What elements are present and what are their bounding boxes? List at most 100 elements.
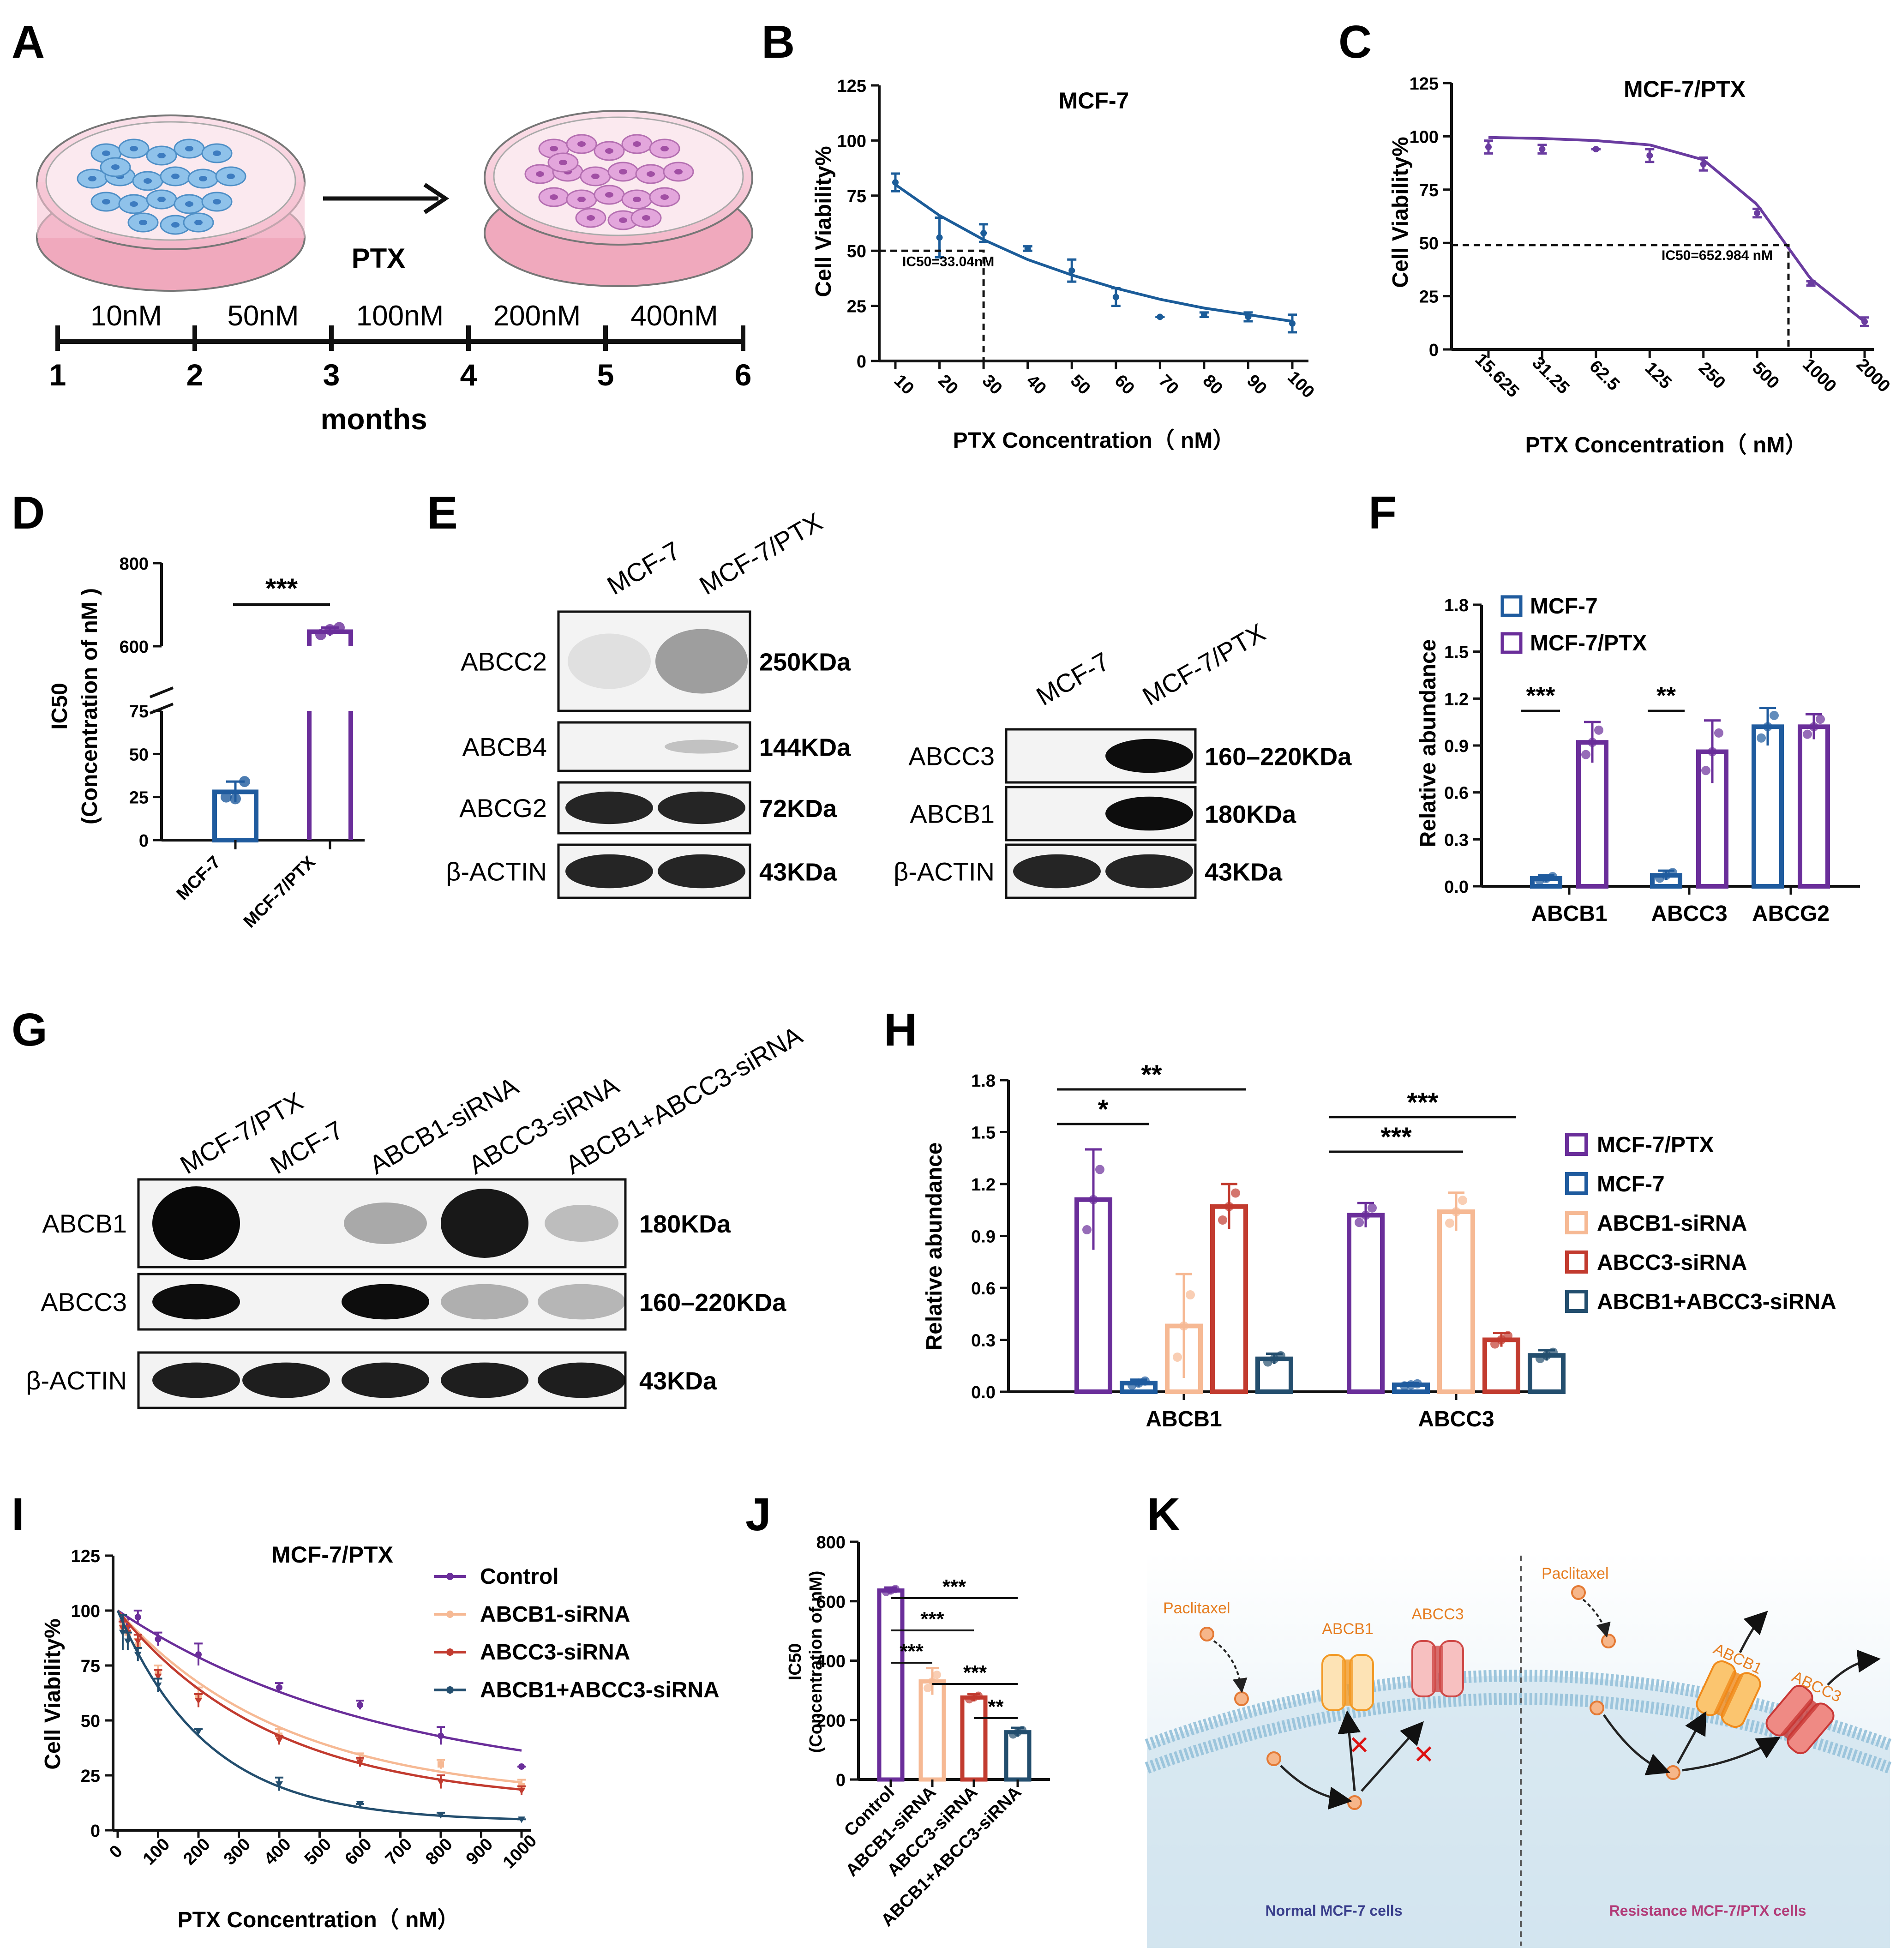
data-point — [1018, 1726, 1026, 1734]
x-tick-label: 700 — [382, 1834, 416, 1869]
abcb1-transporter-right — [1696, 1660, 1761, 1728]
data-point — [1757, 733, 1766, 743]
data-point — [1140, 1376, 1150, 1386]
y-axis-label: Cell Viability% — [41, 1618, 65, 1769]
cell-nucleus — [171, 222, 180, 228]
significance-mark: ** — [1141, 1060, 1162, 1090]
x-tick-label: 1000 — [1799, 355, 1840, 396]
data-point — [1763, 722, 1772, 732]
block-x-icon: ✕ — [1349, 1731, 1370, 1760]
cell-nucleus — [185, 201, 193, 207]
data-point — [518, 1763, 525, 1770]
cell-nucleus — [194, 220, 203, 225]
y-tick-label: 100 — [837, 132, 866, 151]
paclitaxel-molecule — [1571, 1585, 1586, 1600]
y-tick-label: 600 — [816, 1593, 846, 1612]
y-tick-label: 0.9 — [1444, 737, 1469, 756]
data-point — [134, 1638, 142, 1645]
data-point — [1068, 267, 1075, 274]
chart-d: 0 25 50 75 600 800 MCF-7 MCF-7/PTX *** IC50 (Conce… — [48, 554, 365, 932]
transporter-channel — [1432, 1646, 1443, 1692]
dose-label: 400nM — [630, 300, 718, 332]
x-tick-label: 1000 — [499, 1831, 540, 1872]
ic50-guide — [879, 249, 985, 361]
data-point — [892, 179, 899, 186]
y-tick-label: 125 — [1410, 74, 1439, 94]
fit-curve — [117, 1610, 522, 1791]
h-bar — [1347, 1213, 1385, 1394]
data-point — [1708, 747, 1717, 757]
cell-nucleus — [605, 192, 613, 198]
data-point — [1179, 1321, 1188, 1331]
h-bar — [1437, 1209, 1475, 1394]
lane-label: MCF-7 — [1032, 646, 1115, 711]
y-tick-label: 75 — [1419, 181, 1439, 200]
y-tick-label: 50 — [129, 745, 149, 764]
y-tick-label: 0 — [857, 352, 866, 372]
size-label: 43KDa — [639, 1367, 717, 1395]
cell-nucleus — [199, 176, 207, 181]
paclitaxel-molecule — [1347, 1795, 1362, 1810]
blot-strip — [557, 610, 751, 712]
y-tick-label: 50 — [1419, 234, 1439, 253]
y-tick-label: 1.2 — [971, 1175, 996, 1195]
blot-band — [665, 740, 738, 754]
blot-band — [152, 1284, 240, 1320]
y-tick-label: 0.6 — [1444, 784, 1469, 803]
y-tick-label: 0.3 — [1444, 830, 1469, 850]
data-point — [124, 1638, 132, 1645]
significance-mark: *** — [1526, 682, 1555, 709]
data-point — [437, 1779, 444, 1786]
y-axis-label: Relative abundance — [1416, 639, 1440, 848]
legend-label: Control — [480, 1564, 559, 1589]
diffusion-arrow — [1582, 1599, 1611, 1638]
flow-arrow — [1676, 1711, 1707, 1764]
cell-nucleus — [185, 146, 193, 151]
diffusion-arrow — [1213, 1640, 1248, 1693]
cell-nucleus — [577, 141, 586, 147]
significance-mark: *** — [920, 1608, 944, 1630]
h-bar — [1528, 1353, 1566, 1394]
cell-nucleus — [213, 199, 221, 204]
y-tick-label: 800 — [816, 1533, 846, 1552]
x-tick-label: 31.25 — [1528, 353, 1573, 398]
data-point — [1861, 318, 1868, 325]
x-axis-label: PTX Concentration（ nM） — [178, 1908, 460, 1932]
drug-label: Paclitaxel — [1542, 1565, 1609, 1582]
cells-blue — [77, 138, 246, 235]
blot-band — [538, 1284, 625, 1320]
x-tick-label: 2000 — [1853, 355, 1894, 396]
fit-curve — [1488, 136, 1866, 323]
legend-marker — [446, 1611, 454, 1618]
cell-nucleus — [139, 220, 147, 225]
data-point — [154, 1673, 162, 1680]
y-tick-label: 0 — [139, 831, 149, 851]
blot-band — [1105, 854, 1193, 889]
data-point — [276, 1684, 282, 1691]
panel-letter-k: K — [1147, 1489, 1180, 1540]
blot-band — [565, 854, 653, 889]
blot-band — [658, 791, 745, 824]
cell-nucleus — [227, 174, 235, 179]
lane-label: MCF-7/PTX — [1138, 618, 1270, 711]
data-point — [1809, 722, 1818, 732]
data-point — [980, 229, 987, 236]
data-point — [924, 1684, 932, 1693]
y-tick-label: 50 — [81, 1712, 100, 1731]
x-tick-label: 400 — [260, 1834, 295, 1869]
y-tick-label: 0.0 — [1444, 878, 1469, 897]
data-point — [1245, 313, 1252, 320]
data-point — [334, 622, 345, 633]
flow-arrow — [1280, 1765, 1352, 1810]
data-point — [1157, 313, 1164, 320]
y-tick-label: 400 — [816, 1652, 846, 1671]
legend-swatch — [1565, 1211, 1588, 1234]
x-tick-label: MCF-7/PTX — [240, 852, 319, 932]
x-tick-label: 40 — [1022, 371, 1050, 399]
data-point — [1218, 1215, 1227, 1225]
timeline-tick-label: 2 — [186, 358, 204, 392]
x-tick-label: 300 — [220, 1834, 255, 1869]
x-tick-label: MCF-7 — [173, 853, 225, 904]
